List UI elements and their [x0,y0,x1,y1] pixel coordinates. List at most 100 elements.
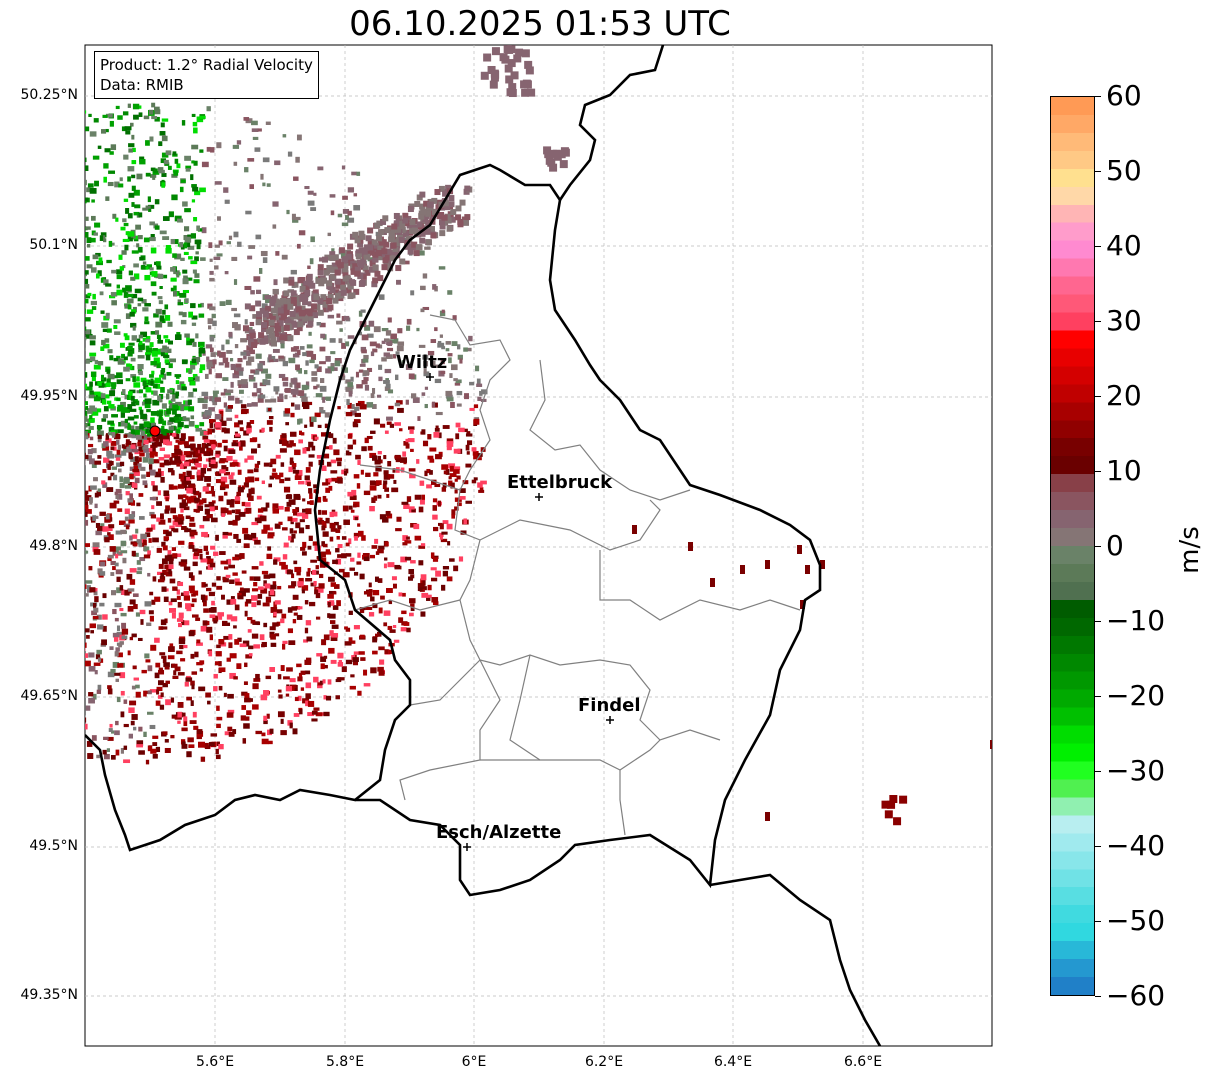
radar-echo-cell [113,474,118,481]
radar-echo-cell [164,315,171,321]
radar-echo-cell [120,540,127,547]
radar-echo-cell [249,184,254,190]
radar-echo-cell [190,303,196,309]
radar-echo-cell [352,439,357,445]
radar-echo-cell [95,273,100,279]
radar-echo-cell [71,717,75,721]
radar-echo-cell [222,484,229,489]
radar-echo-cell [30,198,37,203]
radar-echo-cell [330,363,335,369]
radar-echo-cell [371,545,378,549]
radar-echo-cell [55,712,58,717]
radar-echo-cell [248,534,253,541]
radar-echo-cell [368,582,372,588]
radar-echo-cell [453,378,458,382]
radar-echo-cell [303,320,308,324]
radar-echo-cell [50,710,54,715]
radar-echo-cell [199,447,205,454]
radar-echo-cell [281,254,288,260]
radar-echo-cell [92,616,99,620]
radar-echo-cell [298,439,304,444]
radar-echo-cell [284,408,291,414]
radar-echo-cell [441,584,446,591]
radar-echo-cell [373,495,378,501]
radar-echo-cell [177,421,184,428]
radar-echo-cell [244,662,248,668]
radar-echo-cell [349,685,356,690]
radar-echo-cell [112,608,117,615]
radar-echo-cell [237,637,242,642]
radar-echo-cell [296,512,303,517]
radar-echo-cell [463,518,467,525]
radar-echo-cell [185,495,189,500]
radar-echo-cell [311,371,318,376]
radar-echo-cell [448,357,452,364]
radar-echo-cell [223,635,230,640]
radar-echo-cell [295,386,299,392]
radar-echo-cell [24,330,28,334]
radar-echo-cell [177,218,183,223]
radar-echo-cell [117,493,123,500]
radar-echo-cell [251,532,257,539]
radar-echo-cell [357,552,361,558]
radar-echo-cell [297,390,305,396]
radar-echo-cell [273,279,278,286]
radar-echo-cell [143,539,147,546]
radar-echo-cell [65,557,70,561]
radar-echo-cell [17,448,22,452]
radar-echo-cell [242,738,247,744]
radar-echo-cell [162,373,167,380]
radar-echo-cell [229,653,237,659]
radar-echo-cell [26,329,30,333]
radar-echo-cell [17,143,23,147]
radar-echo-cell [35,365,42,369]
radar-echo-cell [188,369,192,374]
radar-echo-cell [19,707,24,713]
radar-echo-cell [453,565,459,572]
radar-echo-cell [328,647,335,654]
radar-echo-cell [319,322,326,328]
radar-echo-cell [136,744,143,748]
radar-echo-cell [219,469,226,474]
radar-echo-cell [10,559,15,563]
radar-echo-cell [127,166,135,172]
radar-echo-cell [292,281,299,288]
radar-echo-cell [286,569,293,575]
radar-echo-cell [172,432,177,437]
radar-echo-cell [195,509,200,513]
radar-echo-cell [361,379,368,385]
radar-echo-cell [421,586,427,591]
radar-echo-cell [19,631,24,636]
radar-echo-cell [119,342,125,348]
radar-echo-cell [149,689,157,693]
radar-echo-cell [243,723,250,729]
radar-echo-cell [151,350,158,357]
radar-echo-cell [168,646,175,652]
radar-echo-cell [305,700,310,707]
radar-echo-cell [54,292,59,296]
radar-echo-cell [197,548,203,554]
radar-echo-cell [188,585,195,592]
radar-echo-cell [76,556,82,561]
radar-echo-cell [401,360,406,364]
radar-echo-cell [243,117,250,121]
radar-echo-cell [184,208,191,213]
radar-echo-cell [97,438,102,443]
radar-echo-cell [333,449,340,456]
radar-echo-cell [266,713,270,719]
radar-echo-cell [323,498,328,502]
radar-echo-cell [145,140,150,146]
radar-echo-cell [163,159,169,165]
radar-echo-cell [69,285,73,290]
radar-echo-cell [240,409,248,415]
radar-echo-cell [192,269,197,274]
radar-echo-cell [210,444,216,449]
radar-echo-cell [161,182,165,188]
radar-echo-cell [201,391,209,397]
radar-echo-cell [76,358,83,363]
radar-echo-cell [171,173,178,178]
radar-echo-cell [35,587,41,592]
radar-echo-cell [68,323,72,327]
radar-echo-cell [112,213,117,219]
radar-echo-cell [333,521,339,526]
